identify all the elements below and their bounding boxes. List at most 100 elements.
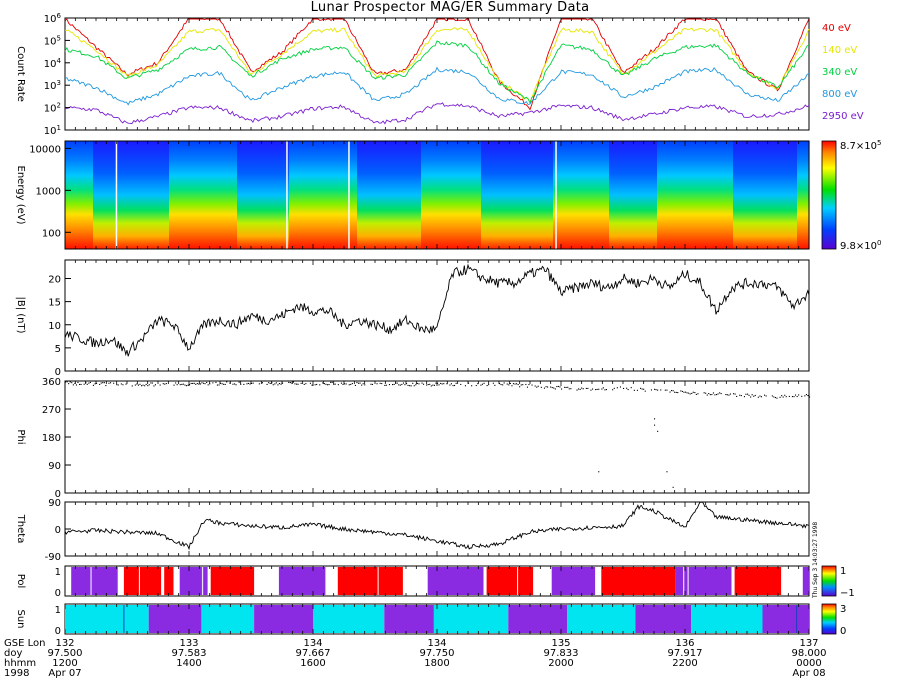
phi-point: [316, 383, 318, 385]
spectrogram-column: [757, 141, 762, 249]
phi-point: [477, 383, 479, 385]
polarity-segment: [278, 567, 326, 595]
spectrogram-column: [149, 141, 154, 249]
spectrogram-column: [501, 141, 506, 249]
phi-point: [805, 394, 807, 396]
spectrogram-column: [93, 141, 98, 249]
phi-point: [449, 384, 451, 386]
phi-point: [626, 387, 628, 389]
phi-point: [190, 382, 192, 384]
b-ylabel: |B| (nT): [15, 296, 26, 333]
spectrogram-column: [129, 141, 134, 249]
spectrogram-column: [249, 141, 254, 249]
spectrogram-column: [85, 141, 90, 249]
phi-point: [537, 385, 539, 387]
spectrogram-column: [305, 141, 310, 249]
count-rate-line-2: [64, 40, 810, 105]
b-ytick-label: 5: [55, 344, 61, 355]
spectrogram-column: [297, 141, 302, 249]
spectrogram-column: [397, 141, 402, 249]
spectrogram-column: [773, 141, 778, 249]
phi-point: [691, 392, 693, 394]
phi-point: [804, 395, 806, 397]
spectrogram-column: [137, 141, 142, 249]
phi-point: [774, 397, 776, 399]
spectrogram-column: [613, 141, 618, 249]
phi-point: [587, 387, 589, 389]
spectrogram-column: [417, 141, 422, 249]
phi-point: [176, 384, 178, 386]
phi-point: [598, 471, 600, 473]
phi-point: [296, 383, 298, 385]
spectrogram-column: [313, 141, 318, 249]
spectrogram-column: [321, 141, 326, 249]
phi-point: [181, 383, 183, 385]
phi-point: [334, 383, 336, 385]
spectrogram-column: [725, 141, 730, 249]
spectrogram-column: [537, 141, 542, 249]
phi-point: [613, 387, 615, 389]
spectrogram-column: [357, 141, 362, 249]
spectrogram-column: [277, 141, 282, 249]
phi-point: [131, 385, 133, 387]
footer-value: 97.500: [48, 648, 83, 659]
pol-ylabel: Pol: [15, 574, 26, 589]
phi-point: [120, 383, 122, 385]
spectrogram-column: [669, 141, 674, 249]
phi-point: [294, 383, 296, 385]
phi-point: [413, 385, 415, 387]
sun-segment: [635, 605, 692, 633]
spectrogram-column: [713, 141, 718, 249]
phi-point: [142, 384, 144, 386]
phi-point: [192, 382, 194, 384]
phi-point: [92, 384, 94, 386]
sun-segment: [384, 605, 434, 633]
phi-point: [592, 388, 594, 390]
phi-ytick-label: 360: [42, 377, 61, 388]
spectrogram-column: [225, 141, 230, 249]
phi-point: [433, 384, 435, 386]
spectrogram-column: [293, 141, 298, 249]
footer-value: 1400: [176, 658, 201, 669]
polarity-segment: [802, 567, 809, 595]
phi-point: [288, 381, 290, 383]
phi-point: [266, 383, 268, 385]
phi-point: [719, 392, 721, 394]
spectrogram-column: [241, 141, 246, 249]
phi-point: [388, 384, 390, 386]
spectrogram-column: [497, 141, 502, 249]
spectrogram-column: [729, 141, 734, 249]
sun-y-ticks: 10: [55, 605, 61, 637]
spectrogram-column: [605, 141, 610, 249]
phi-point: [314, 384, 316, 386]
phi-point: [282, 382, 284, 384]
spectrogram-column: [205, 141, 210, 249]
spectrogram-column: [69, 141, 74, 249]
phi-point: [323, 383, 325, 385]
phi-point: [150, 382, 152, 384]
phi-point: [765, 395, 767, 397]
spectrogram-column: [389, 141, 394, 249]
phi-point: [585, 387, 587, 389]
spectrogram-column: [485, 141, 490, 249]
spectrogram-column: [565, 141, 570, 249]
footer-value: 1200: [52, 658, 77, 669]
spectrogram-column: [349, 141, 354, 249]
phi-point: [540, 386, 542, 388]
phi-point: [807, 395, 809, 397]
spectrogram-column: [513, 141, 518, 249]
spectrogram-column: [585, 141, 590, 249]
phi-point: [196, 383, 198, 385]
phi-point: [636, 389, 638, 391]
phi-point: [412, 382, 414, 384]
phi-point: [531, 384, 533, 386]
footer-row-label: 1998: [4, 668, 29, 679]
phi-point: [779, 396, 781, 398]
phi-point: [595, 389, 597, 391]
spectrogram-column: [661, 141, 666, 249]
spectrogram-column: [161, 141, 166, 249]
spectrogram-column: [649, 141, 654, 249]
phi-point: [553, 387, 555, 389]
phi-point: [362, 383, 364, 385]
phi-point: [125, 383, 127, 385]
